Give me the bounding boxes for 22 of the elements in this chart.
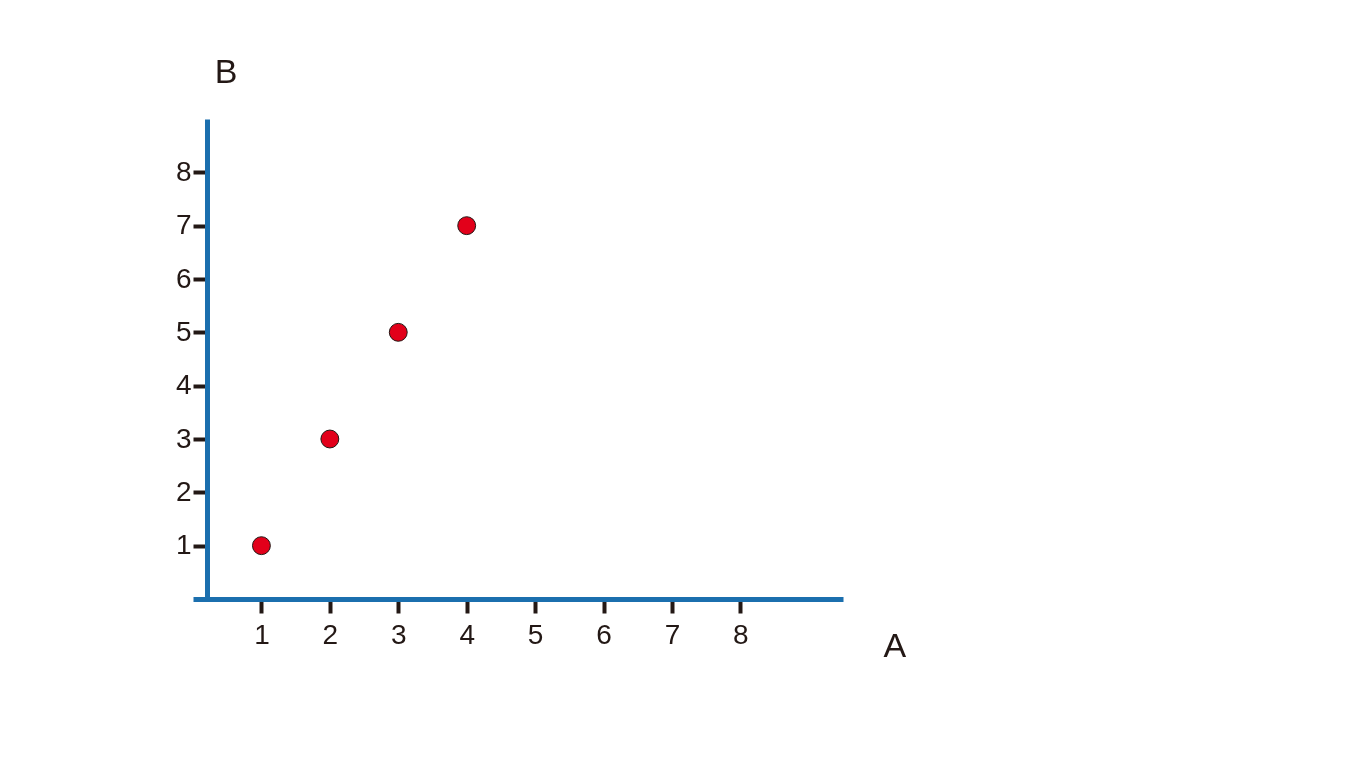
x-tick-label: 2 [322, 618, 339, 650]
y-tick-label: 3 [175, 422, 192, 454]
x-tick-label: 5 [527, 618, 544, 650]
y-tick-label: 7 [175, 209, 192, 241]
point [320, 429, 340, 449]
point [457, 216, 477, 236]
x-tick-label: 8 [733, 618, 749, 650]
point [388, 322, 408, 342]
y-tick-label: 6 [175, 262, 192, 294]
y-tick-label: 2 [175, 475, 192, 507]
y-axis-title: B [214, 51, 238, 90]
y-tick-label: 8 [175, 155, 192, 187]
y-tick-label: 1 [175, 529, 192, 561]
point [251, 536, 271, 556]
x-tick-label: 7 [664, 618, 681, 650]
y-tick-label: 4 [175, 369, 192, 401]
x-tick-label: 3 [390, 618, 407, 650]
x-tick-label: 6 [596, 618, 612, 650]
x-axis-title: A [883, 625, 907, 664]
x-tick-label: 1 [254, 618, 270, 650]
y-tick-label: 5 [175, 315, 192, 347]
x-tick-label: 4 [459, 618, 475, 650]
